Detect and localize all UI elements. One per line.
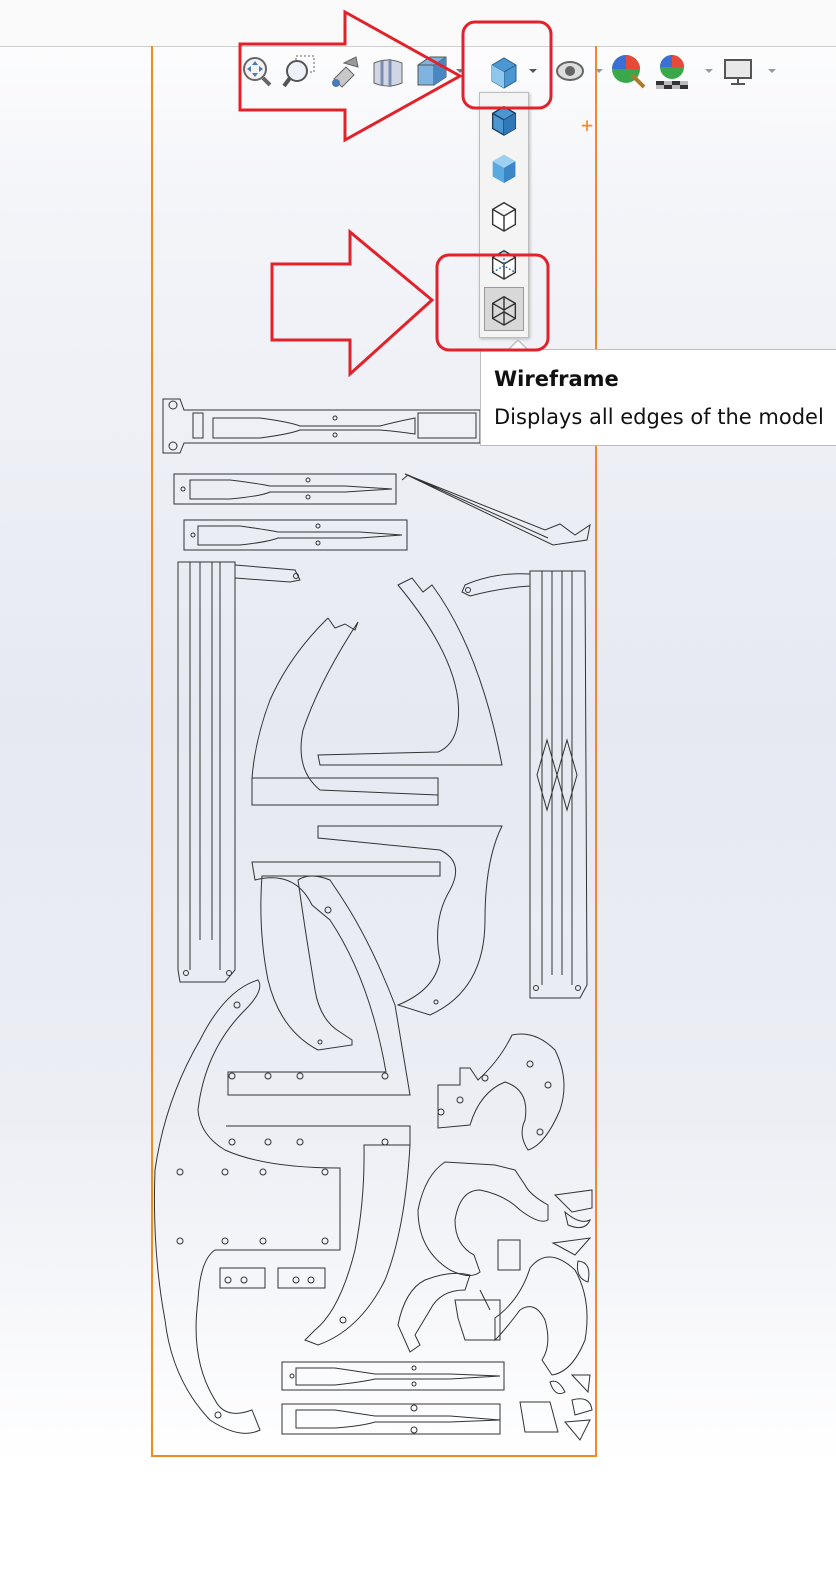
view-settings-icon[interactable] (718, 48, 758, 94)
annotation-box-display-style (461, 20, 553, 110)
section-view-icon[interactable] (368, 48, 408, 94)
chevron-down-icon[interactable] (704, 66, 714, 76)
zoom-to-fit-icon[interactable] (236, 48, 276, 94)
large-curved-part (153, 979, 341, 1434)
curved-arm-part-3 (317, 825, 503, 1016)
small-part-cluster-1 (437, 1033, 565, 1151)
display-style-icon[interactable] (484, 48, 524, 94)
wireframe-icon[interactable] (484, 287, 524, 331)
bottom-rail-1 (281, 1361, 505, 1391)
rail-part-2 (173, 473, 397, 505)
long-lever-part (401, 473, 591, 546)
apply-scene-icon[interactable] (652, 48, 692, 94)
origin-marker-icon: + (580, 113, 594, 137)
mount-holes (176, 906, 439, 1419)
previous-view-icon[interactable] (324, 48, 364, 94)
small-block-parts (219, 1267, 326, 1289)
left-vertical-rail (177, 561, 301, 983)
curved-arm-part-4 (227, 861, 441, 1096)
drawing-sheet[interactable] (151, 46, 597, 1457)
zoom-to-area-icon[interactable] (280, 48, 320, 94)
tooltip-description: Displays all edges of the model (494, 405, 824, 429)
chevron-down-icon[interactable] (594, 66, 604, 76)
wireframe-tooltip: Wireframe Displays all edges of the mode… (480, 349, 836, 446)
curved-arm-part-2 (317, 577, 503, 766)
curved-arm-part-1 (251, 617, 439, 806)
small-part-cluster-2 (397, 1161, 593, 1441)
display-style-menu (479, 92, 529, 338)
annotation-arrow-middle (270, 228, 435, 378)
chevron-down-icon[interactable] (528, 66, 538, 76)
top-bar (0, 0, 836, 47)
right-vertical-rail (461, 570, 588, 999)
bottom-rail-2 (281, 1403, 501, 1435)
edit-appearance-icon[interactable] (608, 48, 648, 94)
tooltip-pointer-inner (509, 341, 527, 350)
rail-part-3 (183, 519, 408, 551)
hidden-lines-visible-icon[interactable] (484, 241, 524, 285)
annotation-box-wireframe (435, 253, 550, 352)
chevron-down-icon[interactable] (767, 66, 777, 76)
annotation-arrow-top (238, 9, 464, 143)
shaded-icon[interactable] (484, 145, 524, 189)
bar-part (226, 1125, 411, 1346)
hide-show-items-icon[interactable] (550, 48, 590, 94)
hidden-lines-removed-icon[interactable] (484, 193, 524, 237)
tooltip-title: Wireframe (494, 367, 619, 391)
